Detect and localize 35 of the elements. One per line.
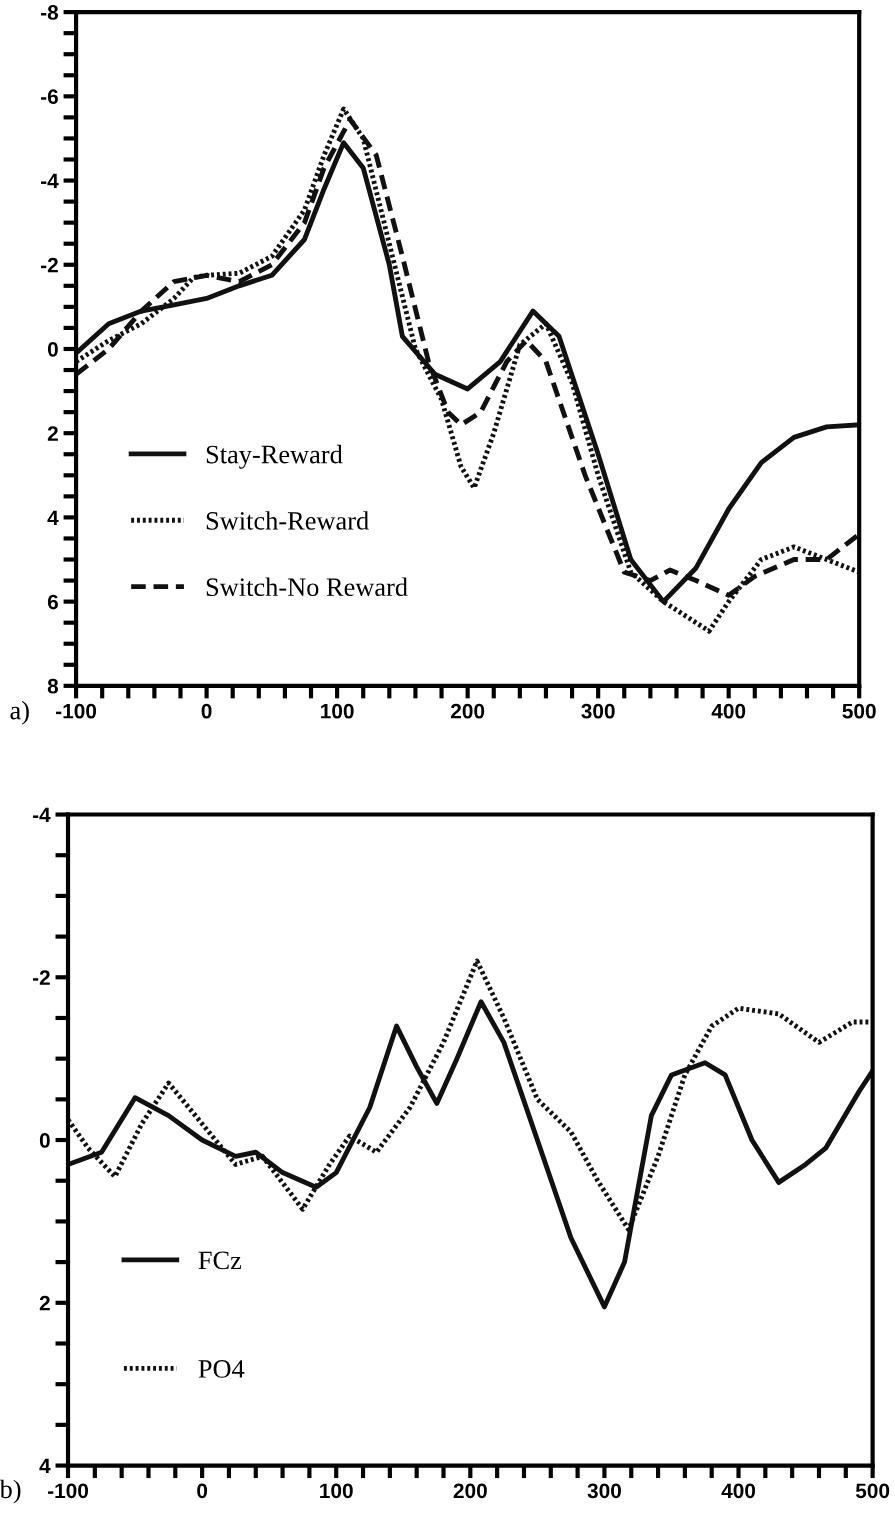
x-tick-label: 300 — [587, 1483, 621, 1499]
text: a) — [10, 700, 29, 725]
y-tick-label: -2 — [41, 257, 58, 273]
x-tick-label: 400 — [721, 1483, 756, 1499]
x-tick-label: 200 — [453, 1483, 487, 1499]
legend-label: Switch-No Reward — [206, 577, 408, 597]
legend-label: PO4 — [198, 1360, 245, 1378]
text: b) — [0, 1479, 21, 1504]
legend-label: Switch-Reward — [206, 511, 369, 530]
x-tick-label: 500 — [855, 1483, 890, 1499]
x-tick-label: 400 — [711, 703, 746, 719]
x-tick-label: 0 — [201, 703, 212, 719]
y-tick-label: 6 — [47, 594, 58, 610]
y-tick-label: -4 — [41, 173, 59, 189]
legend-label: Stay-Reward — [206, 444, 343, 469]
x-tick-label: 100 — [320, 1483, 353, 1499]
x-tick-label: 300 — [581, 703, 615, 719]
y-tick-label: 8 — [47, 678, 59, 694]
y-tick-label: -8 — [41, 5, 59, 20]
y-tick-label: 2 — [47, 426, 58, 441]
y-tick-label: 0 — [47, 341, 58, 357]
y-tick-label: -6 — [41, 89, 58, 105]
legend-label: FCz — [198, 1251, 242, 1270]
y-tick-label: 2 — [39, 1295, 50, 1311]
x-tick-label: -100 — [56, 703, 97, 719]
y-tick-label: -4 — [32, 807, 51, 823]
y-tick-label: -2 — [32, 970, 50, 985]
x-tick-label: 500 — [842, 703, 876, 719]
x-tick-label: 200 — [450, 703, 485, 719]
x-tick-label: 0 — [197, 1483, 208, 1499]
y-tick-label: 4 — [47, 510, 59, 525]
x-tick-label: -100 — [47, 1483, 89, 1499]
y-tick-label: 0 — [39, 1133, 50, 1148]
y-tick-label: 4 — [39, 1458, 51, 1474]
x-tick-label: 100 — [321, 703, 354, 719]
